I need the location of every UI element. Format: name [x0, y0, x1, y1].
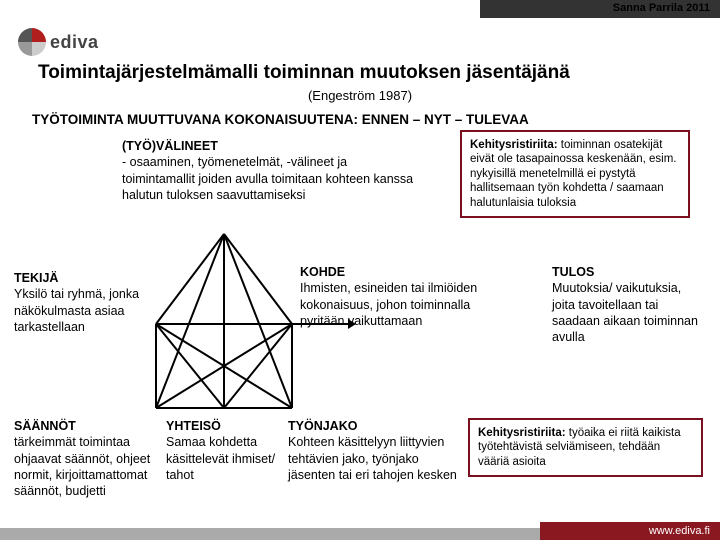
- tools-head: (TYÖ)VÄLINEET: [122, 139, 218, 153]
- tyonjako-body: Kohteen käsittelyyn liittyvien tehtävien…: [288, 434, 468, 483]
- header-bar: Sanna Parrila 2011: [0, 0, 720, 24]
- section-heading: TYÖTOIMINTA MUUTTUVANA KOKONAISUUTENA: E…: [32, 112, 529, 127]
- saannot-block: SÄÄNNÖT tärkeimmät toimintaa ohjaavat sä…: [14, 418, 164, 499]
- conflict-box-1: Kehitysristiriita: toiminnan osatekijät …: [460, 130, 690, 218]
- yhteiso-head: YHTEISÖ: [166, 418, 296, 434]
- yhteiso-body: Samaa kohdetta käsittelevät ihmiset/ tah…: [166, 434, 296, 483]
- conflict2-head: Kehitysristiriita:: [478, 427, 566, 439]
- tools-body: - osaaminen, työmenetelmät, -välineet ja…: [122, 155, 413, 202]
- tekija-head: TEKIJÄ: [14, 270, 154, 286]
- tulos-head: TULOS: [552, 264, 707, 280]
- tyonjako-head: TYÖNJAKO: [288, 418, 468, 434]
- saannot-head: SÄÄNNÖT: [14, 418, 164, 434]
- kohde-head: KOHDE: [300, 264, 490, 280]
- logo-text: ediva: [50, 32, 99, 53]
- footer-url: www.ediva.fi: [540, 522, 720, 540]
- yhteiso-block: YHTEISÖ Samaa kohdetta käsittelevät ihmi…: [166, 418, 296, 483]
- conflict-box-2: Kehitysristiriita: työaika ei riitä kaik…: [468, 418, 703, 477]
- author-label: Sanna Parrila 2011: [613, 2, 710, 14]
- footer: www.ediva.fi: [0, 518, 720, 540]
- page-title: Toimintajärjestelmämalli toiminnan muuto…: [38, 62, 570, 84]
- logo: ediva: [18, 28, 99, 56]
- logo-icon: [18, 28, 46, 56]
- page-subtitle: (Engeström 1987): [0, 88, 720, 103]
- kohde-block: KOHDE Ihmisten, esineiden tai ilmiöiden …: [300, 264, 490, 329]
- conflict1-head: Kehitysristiriita:: [470, 139, 558, 151]
- tekija-block: TEKIJÄ Yksilö tai ryhmä, jonka näkökulma…: [14, 270, 154, 335]
- tulos-body: Muutoksia/ vaikutuksia, joita tavoitella…: [552, 280, 707, 345]
- tools-block: (TYÖ)VÄLINEET - osaaminen, työmenetelmät…: [122, 138, 422, 203]
- tyonjako-block: TYÖNJAKO Kohteen käsittelyyn liittyvien …: [288, 418, 468, 483]
- saannot-body: tärkeimmät toimintaa ohjaavat säännöt, o…: [14, 434, 164, 499]
- kohde-body: Ihmisten, esineiden tai ilmiöiden kokona…: [300, 280, 490, 329]
- tulos-block: TULOS Muutoksia/ vaikutuksia, joita tavo…: [552, 264, 707, 345]
- tekija-body: Yksilö tai ryhmä, jonka näkökulmasta asi…: [14, 286, 154, 335]
